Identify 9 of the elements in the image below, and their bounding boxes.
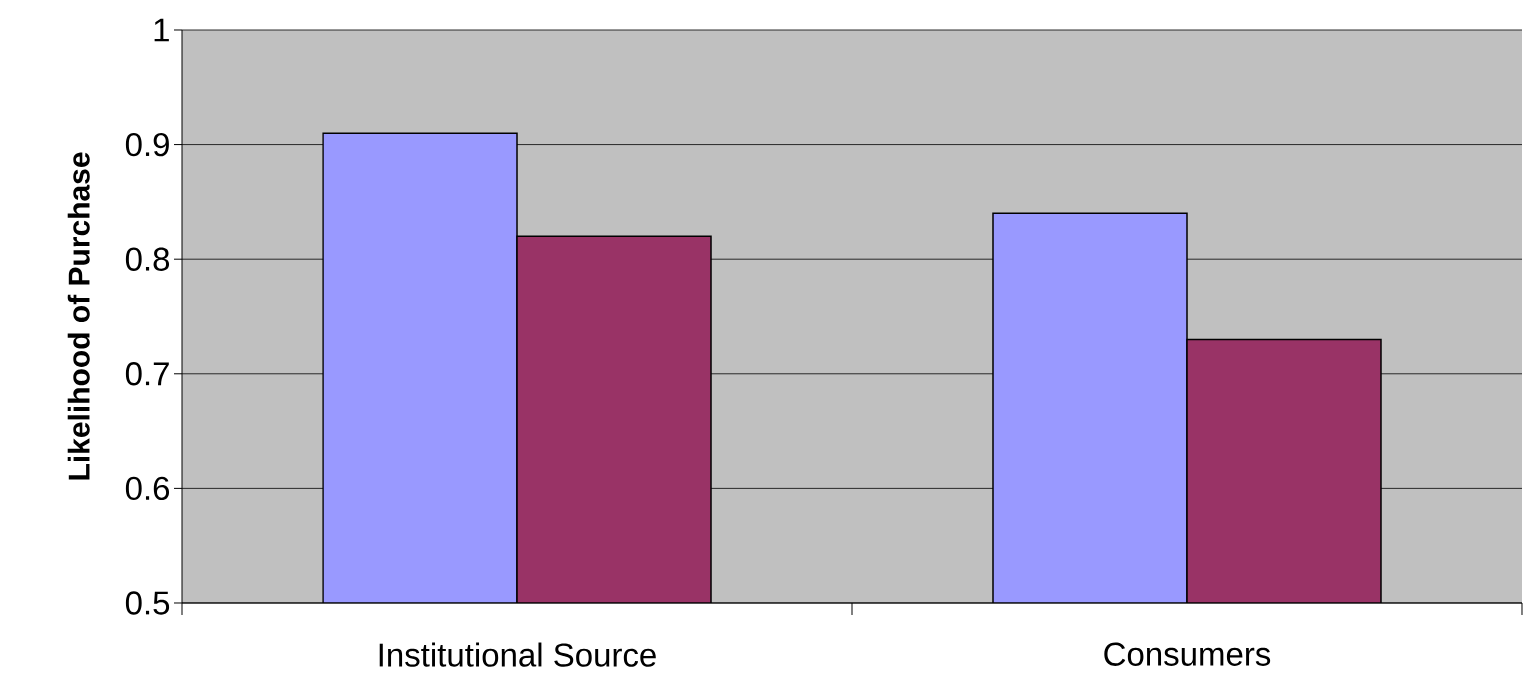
y-axis-title: Likelihood of Purchase xyxy=(67,152,90,480)
x-tick-label: Institutional Source xyxy=(379,642,656,667)
x-tick-label: Consumers xyxy=(1104,642,1271,666)
y-tick-label: 1 xyxy=(154,18,169,42)
y-tick-label: 0.6 xyxy=(125,476,170,501)
y-tick-label: 0.9 xyxy=(125,132,169,157)
y-tick-label: 0.5 xyxy=(125,591,170,615)
y-tick-label: 0.7 xyxy=(125,362,169,386)
y-tick-label: 0.8 xyxy=(125,247,170,271)
